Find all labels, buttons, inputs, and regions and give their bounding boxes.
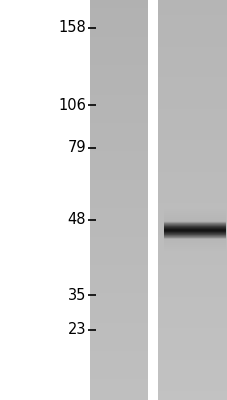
Text: 79: 79 xyxy=(67,140,86,156)
Text: 158: 158 xyxy=(58,20,86,36)
Text: 35: 35 xyxy=(67,288,86,302)
Text: 48: 48 xyxy=(67,212,86,228)
Text: 23: 23 xyxy=(67,322,86,338)
Text: 106: 106 xyxy=(58,98,86,112)
